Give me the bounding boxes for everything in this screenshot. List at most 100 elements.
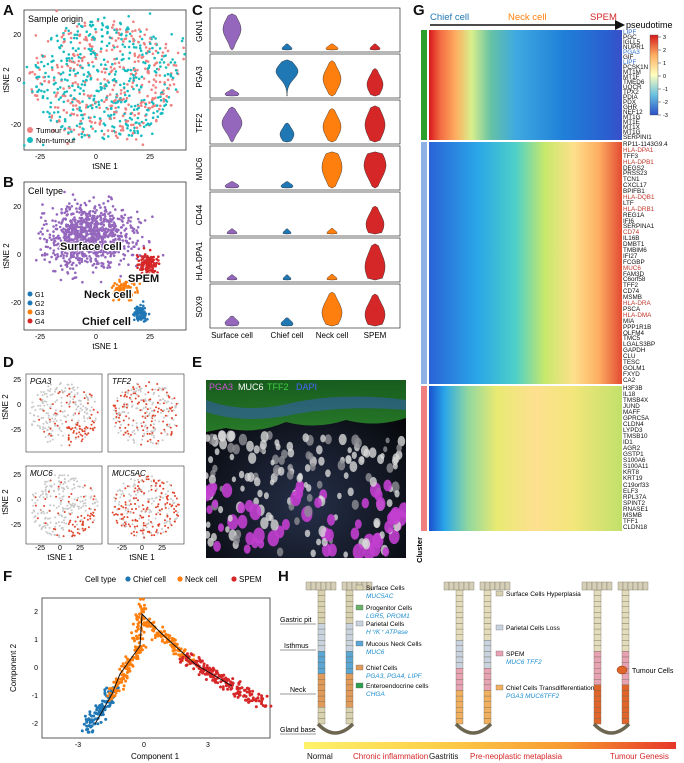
f-ylabel: Component 2 [9,643,18,692]
f-point [120,664,124,668]
b-point [75,210,79,213]
d-point [48,479,51,482]
b-point [65,210,69,213]
f-point [105,686,109,690]
c-violin [364,105,386,143]
a-point [74,49,78,52]
e-cell [343,551,348,558]
f-point [238,686,242,690]
g-gene-label: C6orf58 [623,276,646,284]
d-point [82,520,84,523]
a-point [73,33,77,37]
e-cell [397,435,406,447]
d-point [57,487,60,490]
f-point [110,699,114,703]
d-point [115,421,117,424]
f-point [135,625,139,629]
a-point [108,93,112,96]
e-cell [321,543,332,557]
h-gland-cell [455,651,464,658]
b-point [93,211,97,214]
a-point [146,60,150,63]
f-point [247,697,250,701]
b-point [142,263,145,266]
d-point [86,412,89,415]
h-region-isthmus: Isthmus [284,643,309,650]
d-point [166,497,169,500]
d-point [73,394,76,396]
e-cell [213,540,221,552]
h-surface-cell [448,581,455,591]
h-gland-cell [317,668,326,674]
f-point [131,636,135,640]
d-point [59,419,62,422]
d-point [52,489,55,492]
d-point [57,433,60,436]
f-point [94,704,98,708]
a-point [156,115,160,118]
e-cell [327,514,336,526]
b-point [89,260,93,263]
g-gene-label: DEGS2 [623,164,645,172]
d-point [90,508,92,511]
d-point [142,508,145,511]
g-gene-label: CLDN4 [623,421,644,429]
b-point [63,237,67,241]
d-point [134,392,137,395]
c-row-frame [209,99,401,145]
a-point [65,26,68,30]
b-point [100,254,103,257]
h-gland-cell [621,679,630,686]
a-point [152,84,155,87]
g-colorbar-tick: 0 [663,74,666,80]
d-point [150,488,153,491]
d-point [64,415,67,418]
b-point [104,234,107,238]
b-point [124,280,128,284]
d-point [83,427,86,430]
c-row-frame [209,283,401,329]
g-heatmap-block-3 [429,386,622,531]
e-cell [343,472,349,479]
b-point [70,245,73,248]
a-ylabel: tSNE 2 [2,67,11,93]
a-point [159,99,163,102]
f-point [130,631,134,635]
d-point [47,434,50,437]
c-violin [282,228,292,235]
d-point [164,414,167,417]
c-gene-label: GKN1 [195,20,204,42]
g-gene-label: MIA [623,317,635,325]
b-point [112,254,116,257]
a-point [28,72,32,75]
b-point [102,202,105,205]
f-point [162,629,166,633]
a-point [76,114,79,117]
a-point [113,73,117,76]
b-point [69,219,72,222]
h-gland-cell [621,712,630,719]
d-point [79,500,82,503]
d-point [118,500,121,503]
d-point [116,413,119,416]
b-point [137,259,141,262]
a-point [67,57,71,60]
a-point [36,98,40,101]
b-point [38,237,42,240]
h-surface-cell [581,581,588,591]
g-gene-label: HLA-DRB1 [623,205,655,213]
a-point [122,82,126,85]
h-surface-cell [443,581,450,591]
h-tumour-cell-label: Tumour Cells [632,668,674,675]
b-point [104,250,107,253]
a-point [86,75,89,78]
d-point [153,480,155,483]
h-surface-cell [484,581,491,591]
g-gene-label: RPL37A [623,493,647,501]
h-gland-cell [455,645,464,652]
d-point [150,502,153,505]
d-point [93,495,96,498]
a-point [162,100,166,103]
d-point [118,414,121,417]
d-point [166,394,169,397]
